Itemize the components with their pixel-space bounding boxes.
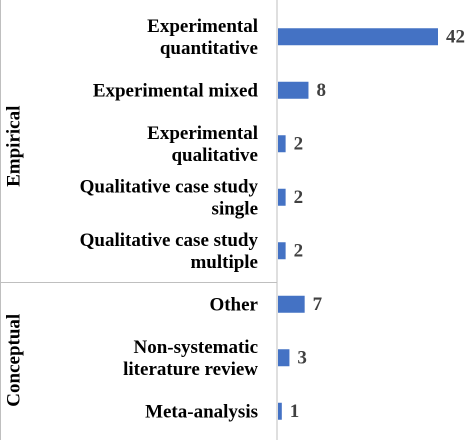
value-label: 1	[290, 401, 300, 422]
value-label: 2	[294, 133, 304, 154]
bar	[278, 81, 309, 99]
value-label: 7	[313, 294, 323, 315]
bar	[278, 188, 286, 206]
bar	[278, 295, 305, 313]
bar	[278, 135, 286, 153]
category-label: Non-systematic literature review	[123, 336, 258, 379]
value-label: 2	[294, 240, 304, 261]
category-label: Experimental qualitative	[147, 122, 258, 165]
category-label: Qualitative case study multiple	[80, 229, 259, 272]
bar	[278, 349, 290, 367]
bar	[278, 28, 438, 46]
category-label: Experimental mixed	[93, 80, 259, 101]
group-label-conceptual: Conceptual	[4, 314, 25, 407]
value-label: 2	[294, 187, 304, 208]
bar	[278, 242, 286, 260]
value-label: 3	[297, 347, 307, 368]
category-label: Qualitative case study single	[80, 176, 259, 219]
bar	[278, 402, 282, 420]
group-label-empirical: Empirical	[4, 106, 25, 187]
category-label: Other	[209, 294, 258, 315]
category-label: Meta-analysis	[145, 401, 258, 422]
category-label: Experimental quantitative	[147, 15, 258, 58]
value-label: 42	[446, 26, 465, 47]
value-label: 8	[316, 80, 326, 101]
